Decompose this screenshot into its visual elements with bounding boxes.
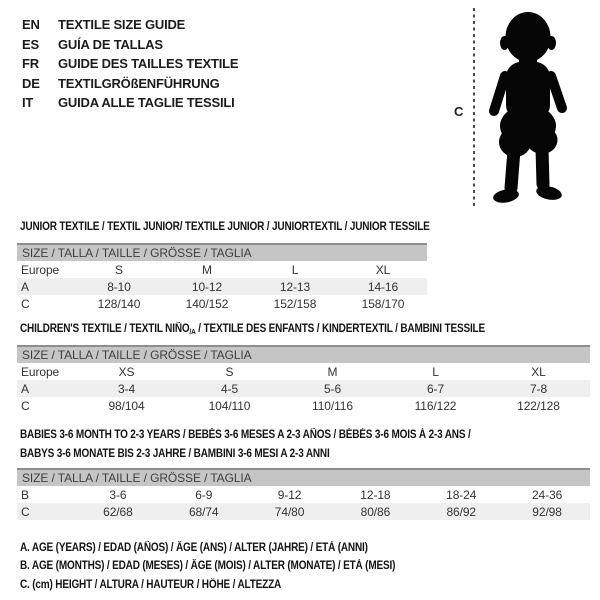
table-cell: 12-18 (360, 487, 391, 502)
guide-title: GUIDE DES TAILLES TEXTILE (58, 56, 239, 72)
table-cell: 68/74 (188, 504, 219, 519)
table-cell: 128/140 (97, 296, 141, 311)
footnote-c: C. (cm) HEIGHT / ALTURA / HAUTEUR / HÖHE… (20, 578, 282, 591)
table-cell: 98/104 (108, 398, 145, 413)
table-row: A 8-10 10-12 12-13 14-16 (17, 278, 427, 295)
table-cell: L (291, 262, 299, 277)
table-row: Europe XS S M L XL (17, 363, 590, 380)
table-cell: 3-4 (117, 381, 136, 396)
table-cell: 7-8 (529, 381, 548, 396)
language-row: FR GUIDE DES TAILLES TEXTILE (22, 54, 239, 74)
table-cell: 6-9 (195, 487, 213, 502)
table-cell: 140/152 (185, 296, 229, 311)
table-cell: 110/116 (312, 398, 353, 413)
children-size-table: Europe XS S M L XL A 3-4 4-5 5-6 6-7 7-8… (17, 363, 590, 414)
footnote-legend: A. AGE (YEARS) / EDAD (AÑOS) / ÂGE (ANS)… (20, 539, 451, 594)
junior-size-table: Europe S M L XL A 8-10 10-12 12-13 14-16… (17, 261, 427, 312)
table-cell: S (225, 364, 234, 379)
table-cell: 5-6 (323, 381, 342, 396)
table-cell: 86/92 (446, 504, 476, 519)
language-code: FR (22, 56, 39, 72)
language-row: IT GUIDA ALLE TAGLIE TESSILI (22, 93, 238, 113)
section-title-subscript: /A (189, 327, 196, 336)
row-label: A (21, 279, 29, 294)
table-cell: 14-16 (367, 279, 399, 294)
language-row: EN TEXTILE SIZE GUIDE (22, 15, 238, 35)
table-row: C 62/68 68/74 74/80 80/86 86/92 92/98 (17, 503, 590, 520)
table-cell: XL (531, 364, 546, 379)
table-cell: 24-36 (531, 487, 563, 502)
language-code: ES (22, 36, 39, 52)
footnote-b: B. AGE (MONTHS) / EDAD (MESES) / ÂGE (MO… (20, 560, 396, 573)
row-label: C (21, 398, 30, 413)
size-header-bar: SIZE / TALLA / TAILLE / GRÖSSE / TAGLIA (17, 345, 590, 363)
junior-size-table-block: SIZE / TALLA / TAILLE / GRÖSSE / TAGLIA … (17, 243, 427, 312)
table-cell: 74/80 (274, 504, 305, 519)
table-row: A 3-4 4-5 5-6 6-7 7-8 (17, 380, 590, 397)
size-header-bar: SIZE / TALLA / TAILLE / GRÖSSE / TAGLIA (17, 243, 427, 261)
table-cell: 116/122 (414, 398, 457, 413)
table-cell: XL (375, 262, 391, 277)
table-cell: 62/68 (103, 504, 133, 519)
row-label: B (21, 487, 29, 502)
row-label: A (21, 381, 29, 396)
table-row: C 98/104 104/110 110/116 116/122 122/128 (17, 397, 590, 414)
table-row: B 3-6 6-9 9-12 12-18 18-24 24-36 (17, 486, 590, 503)
row-label: Europe (21, 262, 60, 277)
table-cell: 9-12 (277, 487, 302, 502)
section-title-junior: JUNIOR TEXTILE / TEXTIL JUNIOR/ TEXTILE … (20, 221, 430, 233)
guide-title: GUÍA DE TALLAS (58, 36, 163, 52)
section-title-part: / TEXTILE DES ENFANTS / KINDERTEXTIL / B… (195, 323, 486, 335)
table-cell: 10-12 (191, 279, 223, 294)
table-cell: 152/158 (273, 296, 317, 311)
section-title-babies: BABIES 3-6 MONTH TO 2-3 YEARS / BEBÉS 3-… (20, 426, 471, 463)
table-cell: XS (118, 364, 135, 379)
table-cell: 92/98 (532, 504, 562, 519)
table-cell: M (202, 262, 212, 277)
section-title-line: BABYS 3-6 MONATE BIS 2-3 JAHRE / BAMBINI… (20, 447, 330, 460)
table-cell: 18-24 (446, 487, 477, 502)
language-title-list: EN TEXTILE SIZE GUIDE ES GUÍA DE TALLAS … (22, 15, 239, 113)
table-cell: 8-10 (107, 279, 131, 294)
guide-title: GUIDA ALLE TAGLIE TESSILI (58, 95, 235, 111)
height-measure-line (473, 8, 475, 209)
footnote-a: A. AGE (YEARS) / EDAD (AÑOS) / ÂGE (ANS)… (20, 542, 368, 554)
size-header-bar: SIZE / TALLA / TAILLE / GRÖSSE / TAGLIA (17, 468, 590, 486)
table-row: C 128/140 140/152 152/158 158/170 (17, 295, 427, 312)
section-title-children: CHILDREN'S TEXTILE / TEXTIL NIÑO/A / TEX… (20, 323, 485, 336)
table-cell: M (327, 364, 338, 379)
language-code: EN (22, 17, 40, 33)
babies-size-table: B 3-6 6-9 9-12 12-18 18-24 24-36 C 62/68… (17, 486, 590, 520)
row-label: C (21, 504, 30, 519)
table-cell: 80/86 (360, 504, 391, 519)
language-code: IT (22, 95, 34, 111)
table-cell: 158/170 (361, 296, 405, 311)
section-title-line: BABIES 3-6 MONTH TO 2-3 YEARS / BEBÉS 3-… (20, 429, 471, 441)
babies-size-table-block: SIZE / TALLA / TAILLE / GRÖSSE / TAGLIA … (17, 468, 590, 520)
table-cell: 4-5 (220, 381, 239, 396)
table-cell: L (432, 364, 439, 379)
table-row: Europe S M L XL (17, 261, 427, 278)
language-row: DE TEXTILGRÖßENFÜHRUNG (22, 74, 238, 94)
table-cell: S (115, 262, 123, 277)
table-cell: 12-13 (279, 279, 311, 294)
baby-silhouette-icon (489, 12, 567, 203)
table-cell: 104/110 (208, 398, 251, 413)
table-cell: 3-6 (109, 487, 127, 502)
table-cell: 122/128 (517, 398, 560, 413)
height-measure-label: C (454, 104, 464, 119)
children-size-table-block: SIZE / TALLA / TAILLE / GRÖSSE / TAGLIA … (17, 345, 590, 414)
guide-title: TEXTILGRÖßENFÜHRUNG (58, 75, 220, 91)
row-label: C (21, 296, 30, 311)
section-title-part: CHILDREN'S TEXTILE / TEXTIL NIÑO (20, 323, 190, 335)
language-code: DE (22, 75, 40, 91)
language-row: ES GUÍA DE TALLAS (22, 35, 238, 55)
guide-title: TEXTILE SIZE GUIDE (58, 17, 186, 33)
row-label: Europe (21, 364, 60, 379)
table-cell: 6-7 (426, 381, 445, 396)
